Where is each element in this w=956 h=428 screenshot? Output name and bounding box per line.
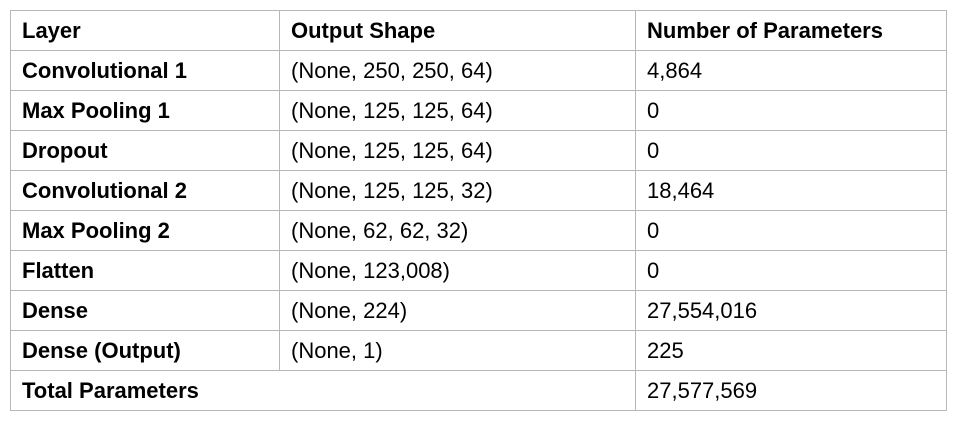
output-shape-cell: (None, 125, 125, 64) (279, 130, 636, 171)
table-row: Max Pooling 2 (None, 62, 62, 32) 0 (10, 210, 947, 251)
table-row: Convolutional 1 (None, 250, 250, 64) 4,8… (10, 50, 947, 91)
output-shape-cell: (None, 125, 125, 32) (279, 170, 636, 211)
layer-cell: Max Pooling 1 (10, 90, 280, 131)
layer-cell: Dense (Output) (10, 330, 280, 371)
output-shape-cell: (None, 224) (279, 290, 636, 331)
layer-cell: Convolutional 2 (10, 170, 280, 211)
total-parameters-label: Total Parameters (10, 370, 636, 411)
parameters-cell: 4,864 (635, 50, 947, 91)
output-shape-cell: (None, 1) (279, 330, 636, 371)
table-row: Dense (None, 224) 27,554,016 (10, 290, 947, 331)
table-row: Convolutional 2 (None, 125, 125, 32) 18,… (10, 170, 947, 211)
layer-cell: Convolutional 1 (10, 50, 280, 91)
parameters-cell: 0 (635, 210, 947, 251)
header-output-shape: Output Shape (279, 10, 636, 51)
header-layer: Layer (10, 10, 280, 51)
parameters-cell: 0 (635, 90, 947, 131)
header-number-of-parameters: Number of Parameters (635, 10, 947, 51)
parameters-cell: 18,464 (635, 170, 947, 211)
total-row: Total Parameters 27,577,569 (10, 370, 947, 411)
parameters-cell: 0 (635, 130, 947, 171)
total-parameters-value: 27,577,569 (635, 370, 947, 411)
parameters-cell: 27,554,016 (635, 290, 947, 331)
model-summary-table-container: Layer Output Shape Number of Parameters … (10, 10, 947, 411)
parameters-cell: 0 (635, 250, 947, 291)
table-row: Flatten (None, 123,008) 0 (10, 250, 947, 291)
output-shape-cell: (None, 125, 125, 64) (279, 90, 636, 131)
layer-cell: Dropout (10, 130, 280, 171)
output-shape-cell: (None, 250, 250, 64) (279, 50, 636, 91)
output-shape-cell: (None, 62, 62, 32) (279, 210, 636, 251)
output-shape-cell: (None, 123,008) (279, 250, 636, 291)
table-row: Max Pooling 1 (None, 125, 125, 64) 0 (10, 90, 947, 131)
table-row: Dropout (None, 125, 125, 64) 0 (10, 130, 947, 171)
parameters-cell: 225 (635, 330, 947, 371)
layer-cell: Max Pooling 2 (10, 210, 280, 251)
layer-cell: Dense (10, 290, 280, 331)
model-summary-table: Layer Output Shape Number of Parameters … (10, 10, 947, 411)
table-row: Dense (Output) (None, 1) 225 (10, 330, 947, 371)
layer-cell: Flatten (10, 250, 280, 291)
header-row: Layer Output Shape Number of Parameters (10, 10, 947, 51)
